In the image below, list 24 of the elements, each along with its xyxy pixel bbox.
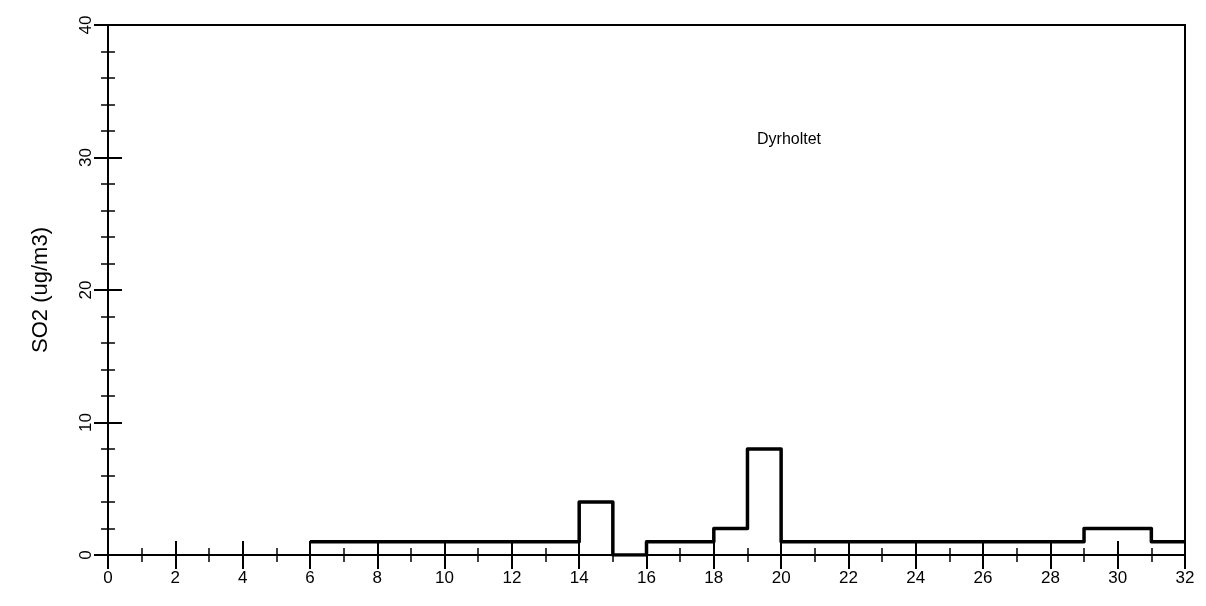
x-tick-label: 18	[704, 568, 724, 587]
x-tick-label: 24	[906, 568, 926, 587]
x-tick-label: 8	[372, 568, 382, 587]
y-tick-label: 10	[76, 413, 95, 432]
x-tick-label: 16	[637, 568, 656, 587]
x-tick-label: 10	[435, 568, 455, 587]
x-tick-label: 28	[1040, 568, 1060, 587]
x-tick-label: 2	[170, 568, 181, 587]
y-tick-label: 20	[76, 280, 95, 300]
x-tick-label: 4	[237, 568, 248, 587]
y-tick-label: 40	[76, 15, 95, 35]
x-tick-label: 32	[1175, 568, 1195, 587]
x-tick-label: 6	[305, 568, 315, 587]
x-tick-label: 22	[838, 568, 858, 587]
x-tick-label: 12	[502, 568, 522, 587]
x-tick-label: 20	[771, 568, 791, 587]
y-axis-title: SO2 (ug/m3)	[26, 227, 52, 353]
x-tick-label: 0	[103, 568, 113, 587]
x-tick-label: 14	[569, 568, 589, 587]
x-tick-label: 26	[973, 568, 993, 587]
y-tick-label: 30	[76, 148, 95, 167]
x-tick-label: 30	[1108, 568, 1128, 587]
y-tick-label: 0	[76, 550, 95, 560]
annotation: Dyrholtet	[757, 129, 822, 147]
